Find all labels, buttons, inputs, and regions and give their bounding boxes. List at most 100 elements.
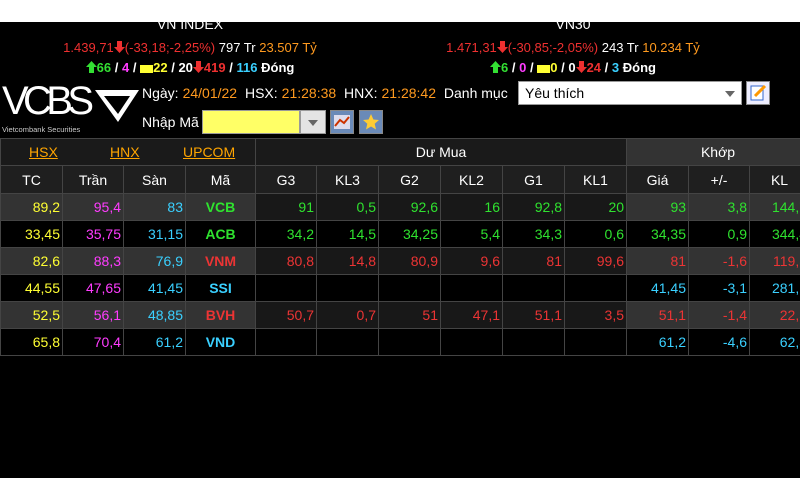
symbol-cell: VND bbox=[185, 328, 256, 356]
arrow bbox=[192, 61, 204, 73]
price-cell bbox=[502, 328, 565, 356]
arrow bbox=[496, 41, 508, 53]
symbol-cell: VCB bbox=[185, 193, 256, 221]
price-cell: 93 bbox=[626, 193, 690, 221]
price-cell: 89,2 bbox=[0, 193, 63, 221]
price-cell: 34,2 bbox=[255, 220, 317, 248]
index-change: (-33,18;-2,25%) bbox=[124, 40, 216, 55]
price-cell: 0,6 bbox=[563, 220, 628, 248]
index-amount: 10.234 Tỷ bbox=[642, 40, 700, 55]
price-cell: 80,8 bbox=[255, 247, 317, 275]
price-cell: 48,85 bbox=[123, 301, 186, 329]
column-header: Giá bbox=[626, 165, 690, 194]
price-cell bbox=[255, 274, 317, 302]
price-cell bbox=[502, 274, 565, 302]
symbol-dropdown[interactable] bbox=[300, 110, 326, 134]
column-header: G3 bbox=[255, 165, 317, 194]
price-cell: 34,3 bbox=[502, 220, 565, 248]
price-cell: 16 bbox=[440, 193, 503, 221]
price-cell: 50,7 bbox=[255, 301, 317, 329]
ceiling: 4 bbox=[122, 60, 130, 75]
index-volume: 797 Tr bbox=[218, 40, 256, 55]
symbol-input[interactable] bbox=[202, 110, 300, 134]
logo-brand: VCBS bbox=[2, 82, 94, 123]
price-cell: 3,8 bbox=[688, 193, 751, 221]
index-amount: 23.507 Tỷ bbox=[259, 40, 317, 55]
floor: 3 bbox=[611, 60, 620, 75]
price-cell bbox=[563, 328, 628, 356]
exchange-link[interactable]: HNX bbox=[110, 144, 140, 160]
price-cell: 14,8 bbox=[316, 247, 379, 275]
price-cell: 344,4 bbox=[749, 220, 800, 248]
index-value: 1.439,71 bbox=[63, 40, 114, 55]
exchange-link[interactable]: UPCOM bbox=[183, 144, 236, 160]
price-cell: 52,5 bbox=[0, 301, 63, 329]
arrow-icon bbox=[496, 41, 508, 56]
declines: 419 bbox=[203, 60, 226, 75]
column-header: KL bbox=[749, 165, 800, 194]
group-header: Khớp bbox=[626, 138, 800, 166]
price-cell: 0,7 bbox=[316, 301, 379, 329]
no-trade: 0 bbox=[568, 60, 576, 75]
dropdown-arrow bbox=[725, 91, 735, 97]
time: 21:28:42 bbox=[381, 85, 437, 101]
label: HNX: bbox=[344, 85, 378, 101]
arrow-icon bbox=[575, 61, 587, 76]
price-cell: 91 bbox=[255, 193, 317, 221]
price-cell: 119,5 bbox=[749, 247, 800, 275]
price-cell bbox=[378, 274, 441, 302]
arrow bbox=[490, 61, 501, 73]
price-cell: 61,2 bbox=[123, 328, 186, 356]
price-cell: 33,45 bbox=[0, 220, 63, 248]
column-header: KL2 bbox=[440, 165, 503, 194]
stock-row: 33,45 35,75 31,15 ACB 34,2 14,5 34,25 5,4 34,3 0,… bbox=[0, 220, 800, 248]
price-cell: 0,9 bbox=[688, 220, 751, 248]
separator: / bbox=[171, 60, 175, 75]
price-cell: -1,6 bbox=[688, 247, 751, 275]
price-cell bbox=[255, 328, 317, 356]
favorite-button[interactable] bbox=[359, 110, 383, 134]
exchange-tabs: HSX HNX UPCOM bbox=[0, 138, 256, 166]
price-cell: 22,5 bbox=[749, 301, 800, 329]
arrow bbox=[575, 61, 587, 73]
price-cell: 3,5 bbox=[563, 301, 628, 329]
price-cell: 80,9 bbox=[378, 247, 441, 275]
index-change: (-30,85;-2,05%) bbox=[507, 40, 599, 55]
price-cell: 95,4 bbox=[62, 193, 124, 221]
price-cell: 35,75 bbox=[62, 220, 124, 248]
price-cell bbox=[440, 274, 503, 302]
board: VN INDEX 1.439,71 (-33,18;-2,25%) 797 Tr 2… bbox=[0, 22, 800, 478]
price-cell: 82,6 bbox=[0, 247, 63, 275]
stock-row: 82,6 88,3 76,9 VNM 80,8 14,8 80,9 9,6 81 99,6 81 -1… bbox=[0, 247, 800, 275]
index-name: VN30 bbox=[555, 22, 591, 32]
exchange-link[interactable]: HSX bbox=[29, 144, 58, 160]
symbol-cell: VNM bbox=[185, 247, 256, 275]
price-cell: 92,8 bbox=[502, 193, 565, 221]
price-cell: 9,6 bbox=[440, 247, 503, 275]
box-icon bbox=[140, 61, 154, 76]
index-line: 1.471,31 (-30,85;-2,05%) 243 Tr 10.234 Tỷ bbox=[383, 40, 763, 56]
icon bbox=[750, 84, 767, 101]
separator: / bbox=[561, 60, 565, 75]
square bbox=[140, 65, 154, 73]
logo: VCBS Vietcombank Securities bbox=[0, 79, 140, 138]
date: 24/01/22 bbox=[182, 85, 238, 101]
price-cell: 61,2 bbox=[626, 328, 690, 356]
price-cell bbox=[378, 328, 441, 356]
column-header: G2 bbox=[378, 165, 441, 194]
price-cell: 65,8 bbox=[0, 328, 63, 356]
price-cell: 44,55 bbox=[0, 274, 63, 302]
index-name: VN INDEX bbox=[156, 22, 224, 32]
symbol-cell: ACB bbox=[185, 220, 256, 248]
price-cell: -4,6 bbox=[688, 328, 751, 356]
label: Nhập Mã bbox=[142, 114, 199, 130]
edit-button[interactable] bbox=[746, 81, 770, 105]
watchlist-select[interactable]: Yêu thích bbox=[518, 81, 742, 105]
advances: 66 bbox=[96, 60, 112, 75]
chart-button[interactable] bbox=[330, 110, 354, 134]
icon bbox=[363, 114, 379, 130]
status: Đóng bbox=[261, 60, 295, 75]
price-cell: -1,4 bbox=[688, 301, 751, 329]
price-cell: 81 bbox=[626, 247, 690, 275]
